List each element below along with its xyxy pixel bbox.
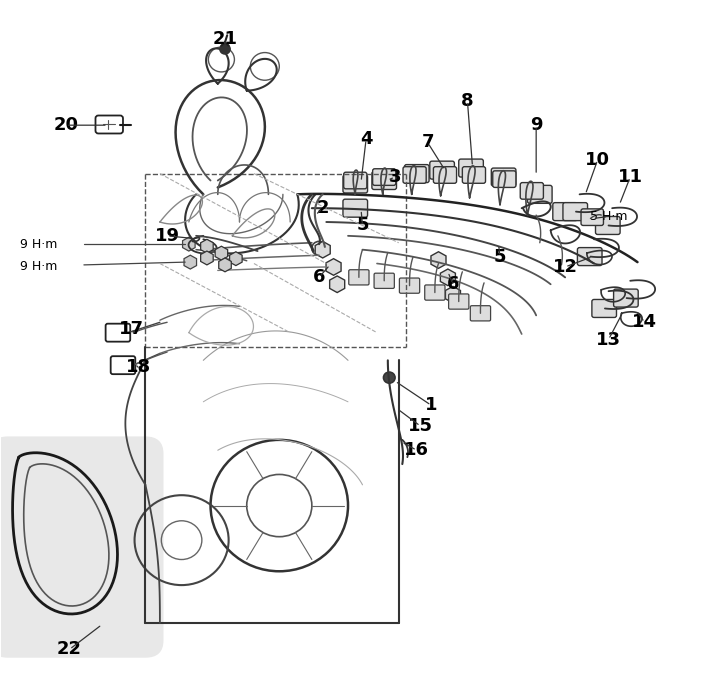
Text: 19: 19 — [154, 227, 180, 245]
FancyBboxPatch shape — [592, 299, 616, 317]
Text: 5: 5 — [356, 216, 369, 234]
Text: 6: 6 — [447, 275, 459, 293]
Text: 22: 22 — [57, 640, 82, 658]
FancyBboxPatch shape — [405, 165, 429, 182]
FancyBboxPatch shape — [106, 324, 130, 342]
Text: 3: 3 — [389, 168, 402, 186]
FancyBboxPatch shape — [344, 173, 367, 188]
Text: 10: 10 — [585, 151, 610, 169]
FancyBboxPatch shape — [521, 182, 544, 199]
FancyBboxPatch shape — [343, 199, 368, 217]
Text: 9 H·m: 9 H·m — [20, 238, 57, 251]
FancyBboxPatch shape — [493, 171, 516, 187]
FancyBboxPatch shape — [434, 167, 457, 183]
FancyBboxPatch shape — [463, 167, 486, 183]
FancyBboxPatch shape — [343, 175, 368, 193]
Text: 8: 8 — [461, 92, 473, 110]
Text: 5 H·m: 5 H·m — [589, 210, 627, 223]
FancyBboxPatch shape — [595, 216, 620, 234]
FancyBboxPatch shape — [425, 285, 445, 300]
FancyBboxPatch shape — [374, 273, 394, 288]
Text: 1: 1 — [425, 396, 437, 414]
FancyBboxPatch shape — [471, 306, 491, 321]
FancyBboxPatch shape — [372, 172, 397, 189]
Text: 13: 13 — [596, 331, 621, 349]
Text: 6: 6 — [312, 268, 326, 286]
FancyBboxPatch shape — [613, 289, 638, 307]
Text: 4: 4 — [360, 130, 373, 148]
Text: 18: 18 — [125, 358, 151, 376]
FancyBboxPatch shape — [528, 185, 552, 203]
FancyBboxPatch shape — [111, 356, 136, 374]
FancyBboxPatch shape — [373, 169, 396, 185]
FancyBboxPatch shape — [577, 247, 602, 265]
FancyBboxPatch shape — [0, 437, 164, 658]
Text: 9 H·m: 9 H·m — [20, 261, 57, 274]
FancyBboxPatch shape — [403, 167, 426, 183]
Text: 16: 16 — [405, 441, 429, 459]
Text: 9: 9 — [530, 116, 542, 134]
Circle shape — [384, 372, 395, 383]
Text: 5: 5 — [494, 247, 506, 265]
FancyBboxPatch shape — [96, 116, 123, 134]
FancyBboxPatch shape — [459, 159, 484, 177]
FancyBboxPatch shape — [581, 209, 603, 225]
Text: 17: 17 — [118, 320, 144, 338]
Text: 12: 12 — [552, 258, 578, 276]
FancyBboxPatch shape — [552, 202, 577, 220]
Circle shape — [220, 44, 230, 54]
FancyBboxPatch shape — [492, 168, 516, 186]
FancyBboxPatch shape — [449, 294, 469, 309]
Text: 7: 7 — [421, 134, 434, 152]
FancyBboxPatch shape — [563, 202, 587, 220]
Text: 11: 11 — [618, 168, 643, 186]
Text: 21: 21 — [212, 30, 238, 48]
FancyBboxPatch shape — [430, 161, 455, 179]
Text: 14: 14 — [632, 313, 657, 331]
Text: 15: 15 — [408, 417, 433, 435]
FancyBboxPatch shape — [399, 278, 420, 293]
Text: 20: 20 — [54, 116, 78, 134]
FancyBboxPatch shape — [349, 270, 369, 285]
Text: 2: 2 — [316, 199, 329, 217]
